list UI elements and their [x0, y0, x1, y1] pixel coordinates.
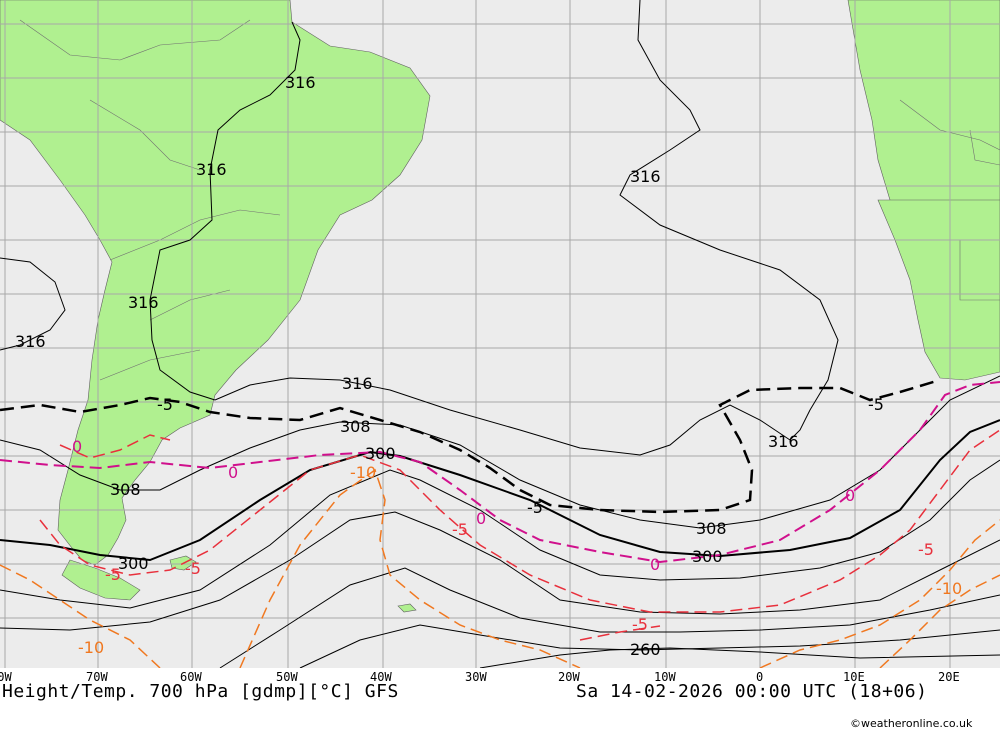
- temp-label: 0: [476, 509, 486, 528]
- lon-label: 70W: [86, 670, 108, 684]
- africa-south-landmass: [877, 199, 1000, 381]
- temp-label: -5: [452, 520, 468, 539]
- lon-label: 20E: [938, 670, 960, 684]
- land-layer: [0, 0, 1000, 613]
- height-label: 316: [630, 167, 661, 186]
- contour-300: [0, 419, 1000, 562]
- height-label: 316: [196, 160, 227, 179]
- contour-276: [219, 567, 1000, 669]
- lon-label: 10W: [654, 670, 676, 684]
- contour-316-main: [214, 377, 791, 456]
- temp-label: -5: [868, 395, 884, 414]
- contour-316-north: [149, 21, 301, 401]
- isotherm-5: [0, 378, 941, 514]
- tierra-del-fuego: [61, 559, 141, 601]
- longitude-labels: 80W 70W 60W 50W 40W 30W 20W 10W 0 10E 20…: [0, 670, 960, 684]
- temp-label: -5: [105, 565, 121, 584]
- height-label: 300: [118, 554, 149, 573]
- lon-label: 80W: [0, 670, 12, 684]
- map-title: Height/Temp. 700 hPa [gdmp][°C] GFS: [2, 681, 399, 702]
- temp-label: -5: [157, 395, 173, 414]
- height-label: 308: [110, 480, 141, 499]
- temp-label: -5: [918, 540, 934, 559]
- map-datetime: Sa 14-02-2026 00:00 UTC (18+06): [576, 681, 927, 702]
- temp-label: -10: [78, 638, 104, 657]
- height-labels: 316 316 316 316 316 316 316 308 308 308 …: [15, 73, 799, 659]
- height-label: 308: [696, 519, 727, 538]
- lon-label: 40W: [370, 670, 392, 684]
- height-label: 260: [630, 640, 661, 659]
- height-label: 316: [15, 332, 46, 351]
- lon-label: 10E: [843, 670, 865, 684]
- lon-label: 50W: [276, 670, 298, 684]
- temp-labels: 0 0 0 0 0 -5 -5 -5 -5 -5 -5 -5 -5 -10 -1…: [72, 395, 962, 657]
- isotherm-minus5: [39, 429, 1000, 641]
- temp-label: -5: [632, 615, 648, 634]
- contour-260: [479, 647, 1000, 669]
- contour-316-west: [0, 257, 66, 351]
- graticule: [0, 0, 1000, 668]
- temp-label: 0: [650, 555, 660, 574]
- south-georgia: [397, 603, 417, 613]
- height-label: 316: [342, 374, 373, 393]
- temp-label: 0: [845, 486, 855, 505]
- temp-label: 0: [72, 437, 82, 456]
- isotherm-0: [0, 381, 1000, 564]
- height-label: 308: [340, 417, 371, 436]
- contour-268: [299, 624, 1000, 669]
- lon-label: 30W: [465, 670, 487, 684]
- height-label: 300: [365, 444, 396, 463]
- lon-label: 60W: [180, 670, 202, 684]
- temp-label: 0: [228, 463, 238, 482]
- contour-292: [0, 459, 1000, 609]
- temp-label: -5: [527, 498, 543, 517]
- height-label: 316: [128, 293, 159, 312]
- height-label: 300: [692, 547, 723, 566]
- south-america-landmass: [0, 0, 431, 566]
- contour-284: [0, 511, 1000, 631]
- temp-label: -10: [350, 463, 376, 482]
- footer-strip: [0, 668, 1000, 733]
- temp-label: -5: [185, 559, 201, 578]
- isotherm-minus10: [0, 468, 1000, 669]
- temp-label: -10: [936, 579, 962, 598]
- height-label: 316: [285, 73, 316, 92]
- credit-link[interactable]: ©weatheronline.co.uk: [850, 717, 973, 730]
- height-label: 316: [768, 432, 799, 451]
- contour-308: [0, 375, 1000, 529]
- lon-label: 0: [756, 670, 763, 684]
- contour-316-east: [619, 0, 839, 441]
- lon-label: 20W: [558, 670, 580, 684]
- height-contours: [0, 0, 1000, 669]
- borders-layer: [19, 19, 1000, 381]
